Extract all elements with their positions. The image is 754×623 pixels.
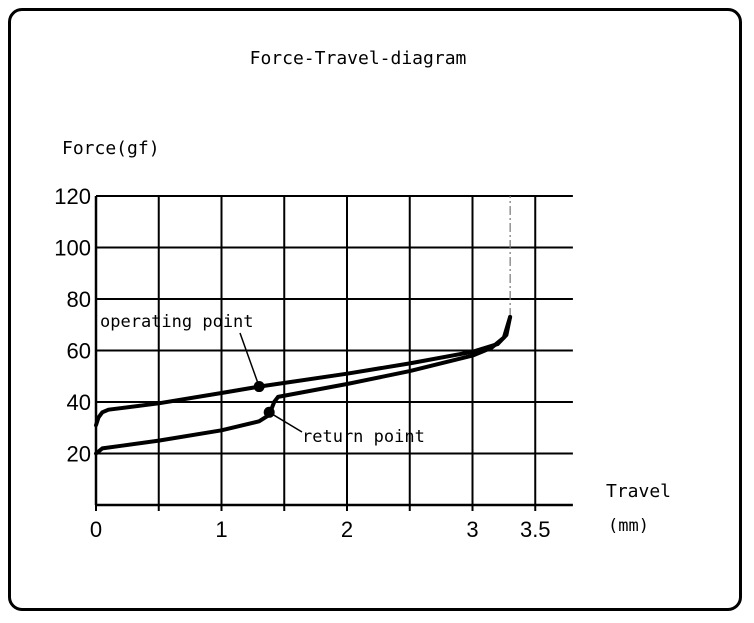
x-tick-label: 3 (466, 517, 478, 542)
y-tick-label: 40 (67, 390, 91, 415)
release-curve (94, 315, 513, 456)
y-axis-label: Force(gf) (62, 138, 160, 159)
x-tick-label: 2 (341, 517, 353, 542)
y-tick-label: 100 (54, 236, 91, 261)
x-axis-unit: (mm) (608, 516, 649, 536)
grid (94, 195, 573, 511)
chart-frame (8, 8, 742, 611)
y-tick-label: 120 (54, 184, 91, 209)
x-tick-label: 3.5 (520, 517, 551, 542)
x-axis-label: Travel (606, 481, 671, 502)
tick-labels: 20 40 60 80 100 120 0 1 2 3 3.5 (54, 184, 550, 542)
y-tick-label: 20 (67, 442, 91, 467)
y-tick-label: 80 (67, 287, 91, 312)
chart-title: Force-Travel-diagram (250, 48, 467, 69)
operating-point-leader (239, 332, 260, 387)
x-tick-label: 0 (90, 517, 102, 542)
return-point-label: return point (302, 427, 425, 447)
operating-point-label: operating point (100, 312, 254, 332)
return-point-leader (268, 411, 303, 433)
series (94, 315, 513, 456)
y-tick-label: 60 (67, 339, 91, 364)
x-tick-label: 1 (215, 517, 227, 542)
annotations: operating point return point (100, 312, 425, 447)
